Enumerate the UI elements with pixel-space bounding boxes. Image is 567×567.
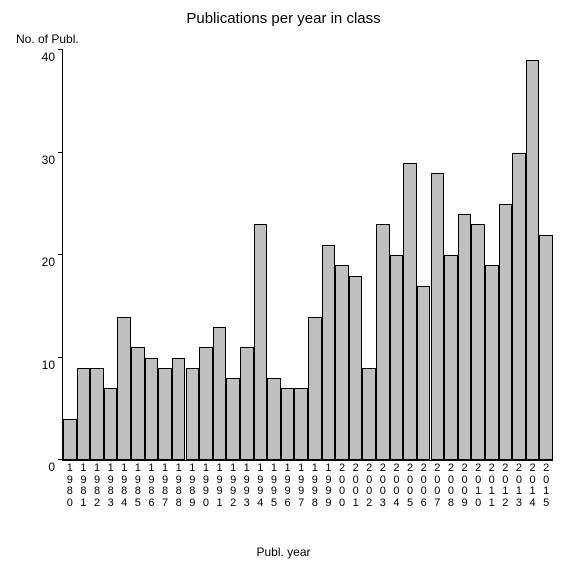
- chart-title: Publications per year in class: [0, 10, 567, 27]
- plot-area: 0102030401980198119821983198419851986198…: [62, 50, 553, 461]
- bar: [458, 214, 472, 460]
- bar: [485, 265, 499, 460]
- xtick-label: 1994: [254, 460, 268, 509]
- bar: [267, 378, 281, 460]
- xtick-label: 1981: [77, 460, 91, 509]
- bar: [213, 327, 227, 460]
- bar: [294, 388, 308, 460]
- bar: [90, 368, 104, 460]
- ytick-label: 30: [42, 153, 63, 167]
- bar: [186, 368, 200, 460]
- xtick-label: 2014: [526, 460, 540, 509]
- bar: [77, 368, 91, 460]
- bar: [240, 347, 254, 460]
- xtick-label: 1989: [186, 460, 200, 509]
- xtick-label: 2007: [431, 460, 445, 509]
- chart-container: Publications per year in class No. of Pu…: [0, 0, 567, 567]
- xtick-label: 1983: [104, 460, 118, 509]
- y-axis-label: No. of Publ.: [16, 32, 79, 46]
- xtick-label: 1993: [240, 460, 254, 509]
- xtick-label: 1998: [308, 460, 322, 509]
- bar: [499, 204, 513, 460]
- xtick-label: 2000: [335, 460, 349, 509]
- ytick-label: 10: [42, 358, 63, 372]
- xtick-label: 2006: [417, 460, 431, 509]
- bar: [322, 245, 336, 460]
- bar: [145, 358, 159, 461]
- xtick-label: 1990: [199, 460, 213, 509]
- xtick-label: 1992: [226, 460, 240, 509]
- bar: [349, 276, 363, 461]
- xtick-label: 1987: [158, 460, 172, 509]
- bar: [403, 163, 417, 460]
- bar: [444, 255, 458, 460]
- bar: [471, 224, 485, 460]
- bar: [281, 388, 295, 460]
- bar: [390, 255, 404, 460]
- bar: [417, 286, 431, 460]
- bar: [308, 317, 322, 461]
- x-axis-label: Publ. year: [0, 545, 567, 559]
- bar: [254, 224, 268, 460]
- xtick-label: 1997: [294, 460, 308, 509]
- xtick-label: 1995: [267, 460, 281, 509]
- bar: [172, 358, 186, 461]
- xtick-label: 1984: [117, 460, 131, 509]
- bar: [526, 60, 540, 460]
- xtick-label: 2004: [390, 460, 404, 509]
- xtick-label: 1980: [63, 460, 77, 509]
- ytick-mark: [58, 254, 63, 255]
- xtick-label: 2010: [471, 460, 485, 509]
- bar: [226, 378, 240, 460]
- bar: [335, 265, 349, 460]
- xtick-label: 2009: [458, 460, 472, 509]
- ytick-mark: [58, 49, 63, 50]
- bar: [117, 317, 131, 461]
- ytick-label: 0: [48, 460, 63, 474]
- ytick-mark: [58, 152, 63, 153]
- bar: [376, 224, 390, 460]
- xtick-label: 2005: [403, 460, 417, 509]
- xtick-label: 2008: [444, 460, 458, 509]
- bar: [431, 173, 445, 460]
- xtick-label: 2001: [349, 460, 363, 509]
- bar: [512, 153, 526, 461]
- bar: [158, 368, 172, 460]
- xtick-label: 1982: [90, 460, 104, 509]
- xtick-label: 1999: [322, 460, 336, 509]
- xtick-label: 1988: [172, 460, 186, 509]
- bar: [63, 419, 77, 460]
- xtick-label: 1986: [145, 460, 159, 509]
- bar: [104, 388, 118, 460]
- xtick-label: 2003: [376, 460, 390, 509]
- xtick-label: 1991: [213, 460, 227, 509]
- xtick-label: 1996: [281, 460, 295, 509]
- xtick-label: 2011: [485, 460, 499, 509]
- ytick-label: 40: [42, 50, 63, 64]
- bar: [131, 347, 145, 460]
- xtick-label: 2013: [512, 460, 526, 509]
- bar: [362, 368, 376, 460]
- xtick-label: 2015: [539, 460, 553, 509]
- bar: [539, 235, 553, 461]
- xtick-label: 1985: [131, 460, 145, 509]
- xtick-label: 2002: [362, 460, 376, 509]
- bar: [199, 347, 213, 460]
- xtick-label: 2012: [499, 460, 513, 509]
- ytick-label: 20: [42, 255, 63, 269]
- ytick-mark: [58, 357, 63, 358]
